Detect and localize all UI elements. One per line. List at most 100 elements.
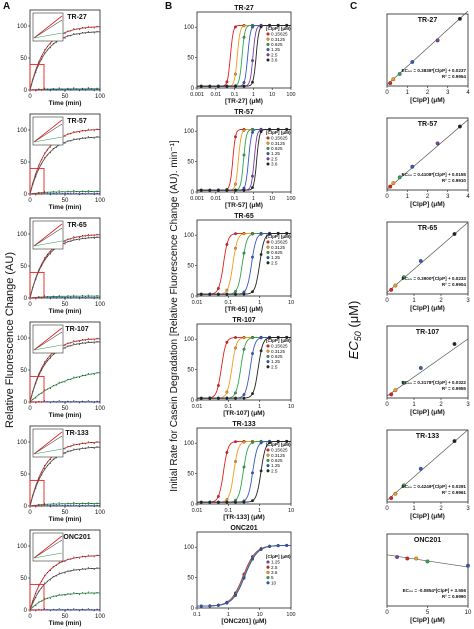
timecourse-point bbox=[46, 580, 49, 582]
doseresp-point bbox=[251, 392, 254, 396]
timecourse-point bbox=[90, 26, 92, 28]
timecourse-point bbox=[90, 568, 92, 570]
timecourse-point bbox=[55, 89, 57, 91]
y-tick-label: 50 bbox=[20, 472, 27, 478]
timecourse-point bbox=[84, 568, 86, 570]
timecourse-point bbox=[41, 159, 43, 161]
ec50-point bbox=[389, 287, 394, 292]
doseresp-point bbox=[259, 130, 263, 134]
timecourse-point bbox=[38, 374, 40, 376]
doseresp-point bbox=[216, 188, 220, 192]
timecourse-point bbox=[99, 503, 101, 505]
ec50-point bbox=[397, 72, 402, 76]
timecourse-point bbox=[79, 503, 81, 506]
doseresp-xlabel: [TR-65] (μM) bbox=[225, 306, 263, 313]
legend-label: 3.6 bbox=[271, 58, 278, 63]
timecourse-point bbox=[70, 558, 72, 560]
timecourse-point bbox=[58, 381, 60, 383]
doseresp-point bbox=[268, 23, 272, 27]
timecourse-point bbox=[87, 236, 89, 238]
timecourse-point bbox=[58, 88, 60, 90]
x-tick-label: 1 bbox=[258, 508, 261, 514]
timecourse-point bbox=[58, 561, 60, 563]
doseresp-point bbox=[251, 232, 254, 236]
timecourse-point bbox=[61, 297, 63, 299]
timecourse-point bbox=[64, 345, 66, 347]
timecourse-point bbox=[90, 447, 92, 449]
ec50-r2: R² = 0.6990 bbox=[442, 594, 467, 599]
timecourse-point bbox=[67, 30, 69, 32]
timecourse-point bbox=[99, 338, 101, 340]
timecourse-point bbox=[76, 238, 78, 241]
x-tick-label: 0 bbox=[28, 406, 32, 412]
timecourse-point bbox=[96, 236, 98, 238]
x-tick-label: 1 bbox=[412, 298, 416, 304]
inset-line bbox=[33, 19, 63, 39]
timecourse-point bbox=[44, 49, 46, 51]
timecourse-point bbox=[64, 192, 66, 194]
ec50-equation: EC₅₀ = 0.4108*[ClpP] + 0.0155 bbox=[402, 172, 467, 177]
timecourse-point bbox=[81, 502, 84, 504]
doseresp-point bbox=[199, 292, 203, 296]
timecourse-point bbox=[73, 340, 75, 342]
timecourse-point bbox=[70, 593, 72, 595]
timecourse-point bbox=[64, 347, 66, 350]
timecourse-point bbox=[67, 133, 69, 135]
x-tick-label: 0.1 bbox=[193, 612, 201, 618]
ec50-fit-line bbox=[386, 338, 469, 397]
timecourse-point bbox=[96, 340, 98, 343]
legend-marker bbox=[266, 37, 270, 41]
timecourse-point bbox=[61, 594, 63, 596]
timecourse-point bbox=[61, 401, 63, 403]
timecourse-point bbox=[73, 190, 75, 192]
timecourse-point bbox=[76, 376, 78, 378]
timecourse-point bbox=[46, 296, 49, 298]
timecourse-point bbox=[84, 443, 86, 445]
timecourse-point bbox=[99, 296, 101, 298]
doseresp-point bbox=[242, 465, 246, 469]
legend-label: 0.15625 bbox=[271, 240, 288, 245]
doseresp-point bbox=[216, 500, 220, 504]
doseresp-point bbox=[208, 84, 212, 88]
timecourse-point bbox=[46, 505, 49, 507]
timecourse-point bbox=[64, 506, 66, 508]
timecourse-point bbox=[73, 296, 75, 298]
timecourse-point bbox=[73, 608, 75, 610]
legend-marker bbox=[266, 581, 270, 585]
timecourse-point bbox=[64, 610, 66, 612]
timecourse-point bbox=[93, 339, 95, 341]
ec50-point bbox=[452, 342, 457, 346]
timecourse-point bbox=[49, 462, 51, 464]
legend-label: 1.25 bbox=[271, 47, 280, 52]
timecourse-point bbox=[87, 128, 89, 130]
x-tick-label: 50 bbox=[62, 406, 69, 412]
timecourse-point bbox=[93, 506, 95, 508]
doseresp-xlabel: [TR-107] (μM) bbox=[223, 410, 265, 417]
timecourse-point bbox=[49, 402, 51, 404]
doseresp-point bbox=[268, 441, 272, 445]
timecourse-point bbox=[90, 31, 92, 33]
legend-marker bbox=[266, 245, 270, 249]
doseresp-title: TR-57 bbox=[234, 109, 254, 116]
doseresp-point bbox=[234, 84, 237, 88]
doseresp-xlabel: [TR-133] (μM) bbox=[223, 514, 265, 521]
ec50-point bbox=[393, 388, 398, 393]
legend-marker bbox=[266, 240, 270, 244]
timecourse-point bbox=[87, 441, 89, 443]
timecourse-point bbox=[76, 28, 78, 30]
timecourse-point bbox=[52, 148, 54, 150]
doseresp-point bbox=[199, 188, 203, 192]
timecourse-point bbox=[96, 88, 98, 90]
timecourse-point bbox=[38, 601, 40, 603]
timecourse-point bbox=[99, 441, 101, 444]
x-tick-label: 10 bbox=[288, 508, 294, 514]
ec50-r2: R² = 0.9910 bbox=[442, 178, 467, 183]
doseresp-point bbox=[251, 128, 254, 131]
ec50-point bbox=[425, 559, 430, 564]
inset-line bbox=[33, 431, 63, 455]
legend-label: 1.25 bbox=[271, 151, 280, 156]
doseresp-point bbox=[234, 25, 237, 29]
timecourse-point bbox=[49, 357, 51, 359]
ec50-r2: R² = 0.9955 bbox=[442, 386, 467, 391]
